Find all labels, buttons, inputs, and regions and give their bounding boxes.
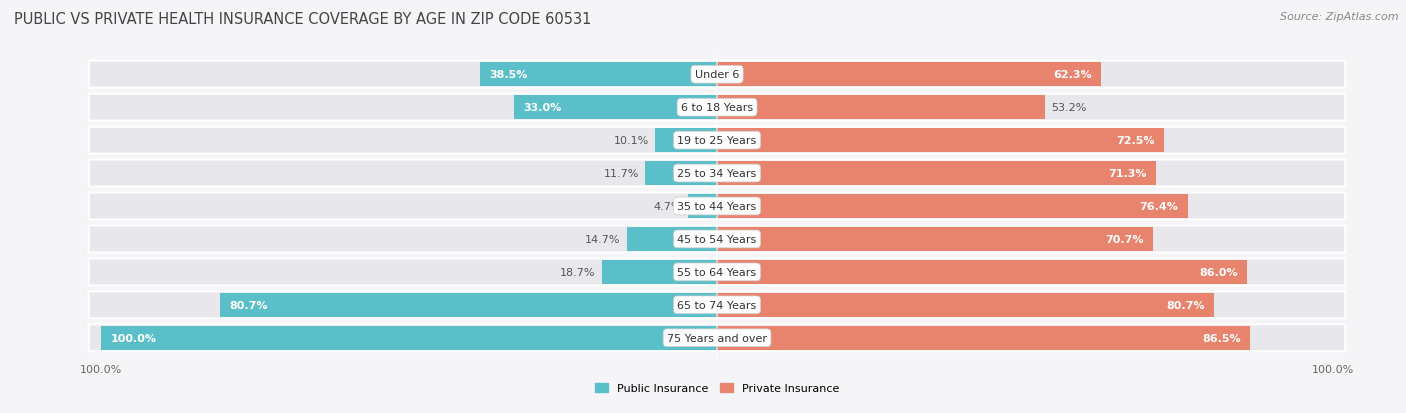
Text: 33.0%: 33.0% [523,103,561,113]
FancyBboxPatch shape [89,62,1346,88]
Text: PUBLIC VS PRIVATE HEALTH INSURANCE COVERAGE BY AGE IN ZIP CODE 60531: PUBLIC VS PRIVATE HEALTH INSURANCE COVER… [14,12,592,27]
Text: 38.5%: 38.5% [489,70,527,80]
FancyBboxPatch shape [717,63,1101,87]
FancyBboxPatch shape [717,195,1188,218]
FancyBboxPatch shape [717,162,1156,185]
Text: 80.7%: 80.7% [1167,300,1205,310]
FancyBboxPatch shape [89,193,1346,220]
Text: 19 to 25 Years: 19 to 25 Years [678,136,756,146]
FancyBboxPatch shape [717,326,1250,350]
Text: 80.7%: 80.7% [229,300,267,310]
Text: 100.0%: 100.0% [110,333,156,343]
Text: 35 to 44 Years: 35 to 44 Years [678,202,756,211]
Text: Under 6: Under 6 [695,70,740,80]
Text: 6 to 18 Years: 6 to 18 Years [681,103,754,113]
Text: 76.4%: 76.4% [1139,202,1178,211]
FancyBboxPatch shape [717,293,1215,317]
Text: 25 to 34 Years: 25 to 34 Years [678,169,756,179]
FancyBboxPatch shape [717,96,1045,120]
FancyBboxPatch shape [89,259,1346,286]
FancyBboxPatch shape [89,325,1346,351]
Text: 55 to 64 Years: 55 to 64 Years [678,267,756,277]
FancyBboxPatch shape [717,129,1164,153]
Text: 75 Years and over: 75 Years and over [666,333,768,343]
FancyBboxPatch shape [479,63,717,87]
Text: 71.3%: 71.3% [1108,169,1147,179]
Text: 86.0%: 86.0% [1199,267,1237,277]
Text: 14.7%: 14.7% [585,234,620,244]
FancyBboxPatch shape [717,260,1247,284]
FancyBboxPatch shape [645,162,717,185]
Text: 10.1%: 10.1% [613,136,648,146]
Text: 45 to 54 Years: 45 to 54 Years [678,234,756,244]
FancyBboxPatch shape [89,127,1346,154]
Text: 4.7%: 4.7% [654,202,682,211]
Text: 65 to 74 Years: 65 to 74 Years [678,300,756,310]
FancyBboxPatch shape [688,195,717,218]
Text: 53.2%: 53.2% [1050,103,1087,113]
FancyBboxPatch shape [89,160,1346,187]
FancyBboxPatch shape [101,326,717,350]
Text: 11.7%: 11.7% [603,169,638,179]
Text: 86.5%: 86.5% [1202,333,1240,343]
FancyBboxPatch shape [602,260,717,284]
FancyBboxPatch shape [89,226,1346,253]
Text: 62.3%: 62.3% [1053,70,1091,80]
FancyBboxPatch shape [89,95,1346,121]
Text: 18.7%: 18.7% [560,267,596,277]
FancyBboxPatch shape [655,129,717,153]
FancyBboxPatch shape [513,96,717,120]
FancyBboxPatch shape [219,293,717,317]
FancyBboxPatch shape [89,292,1346,318]
Text: 70.7%: 70.7% [1105,234,1143,244]
FancyBboxPatch shape [627,228,717,251]
Text: Source: ZipAtlas.com: Source: ZipAtlas.com [1281,12,1399,22]
Text: 72.5%: 72.5% [1116,136,1154,146]
Legend: Public Insurance, Private Insurance: Public Insurance, Private Insurance [595,383,839,394]
FancyBboxPatch shape [717,228,1153,251]
